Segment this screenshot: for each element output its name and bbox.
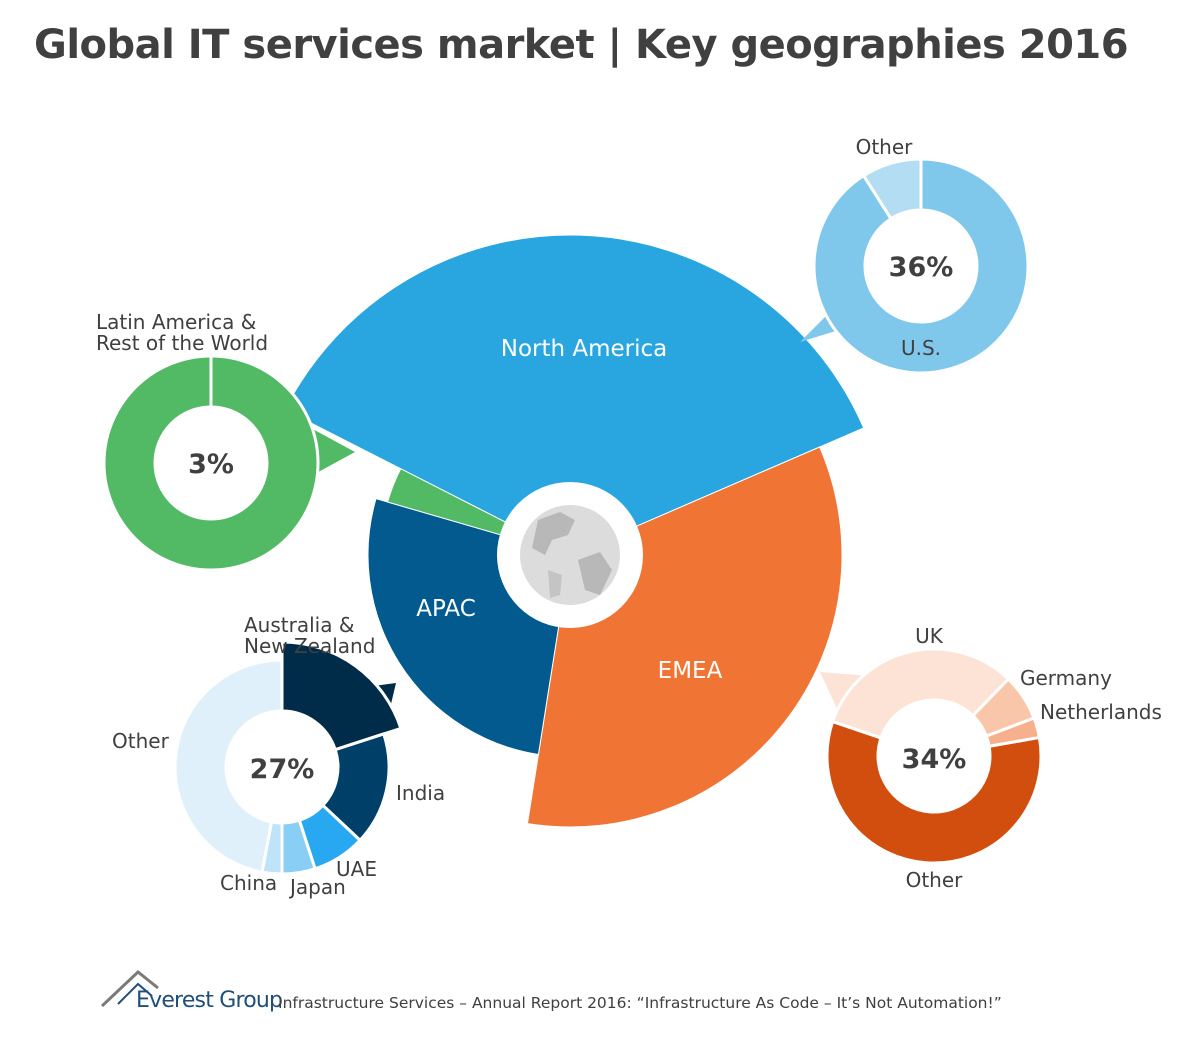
slice-label-uae: UAE [336, 857, 377, 881]
donut-slice-emea-other [825, 719, 1043, 865]
donut-slice-north-america-other [861, 157, 923, 221]
slice-label-emea-other: Other [906, 868, 964, 892]
slice-label-anz-line1: Australia & [244, 613, 354, 637]
slice-label-us: U.S. [901, 336, 941, 360]
slice-label-na-other: Other [856, 135, 914, 159]
donut-slice-north-america-u-s [812, 157, 1030, 375]
percent-label-latam: 3% [188, 449, 234, 480]
percent-label-apac: 27% [250, 754, 315, 785]
footer-source-text: Infrastructure Services – Annual Report … [278, 994, 1002, 1012]
donut-slice-apac-australia-new-zealand [280, 640, 403, 752]
region-label-apac: APAC [416, 596, 476, 622]
brand-name: Everest Group [136, 988, 283, 1013]
pie-slice-north-america [284, 234, 865, 556]
slice-label-japan: Japan [288, 875, 346, 899]
mountain-logo-icon [100, 970, 159, 1008]
slice-label-netherlands: Netherlands [1040, 700, 1162, 724]
percent-label-north-america: 36% [889, 252, 954, 283]
footer: Everest Group Infrastructure Services – … [100, 966, 1160, 1026]
globe-icon [497, 482, 643, 628]
region-label-north-america: North America [501, 336, 668, 362]
chart-title: Global IT services market | Key geograph… [34, 22, 1129, 68]
chart-labels: North America APAC EMEA 36% 34% 27% 3% O… [96, 135, 1162, 899]
slice-label-uk: UK [915, 624, 944, 648]
donut-slice-emea-netherlands [984, 716, 1042, 749]
region-label-emea: EMEA [658, 658, 723, 684]
donut-slice-emea-uk [830, 647, 1011, 740]
slice-label-india: India [396, 781, 445, 805]
slice-label-anz-line2: New Zealand [244, 634, 375, 658]
slice-label-germany: Germany [1020, 666, 1112, 690]
percent-label-emea: 34% [902, 744, 967, 775]
donut-slice-latin-america-rest-of-the-world-latin-america-rest-of-the-world [102, 354, 320, 572]
breakdown-donuts [102, 157, 1043, 876]
slice-label-latam-line2: Rest of the World [96, 331, 268, 355]
slice-label-latam-line1: Latin America & [96, 310, 256, 334]
donut-slice-apac-other [173, 658, 284, 874]
slice-label-china: China [220, 871, 277, 895]
slice-label-apac-other: Other [112, 729, 170, 753]
